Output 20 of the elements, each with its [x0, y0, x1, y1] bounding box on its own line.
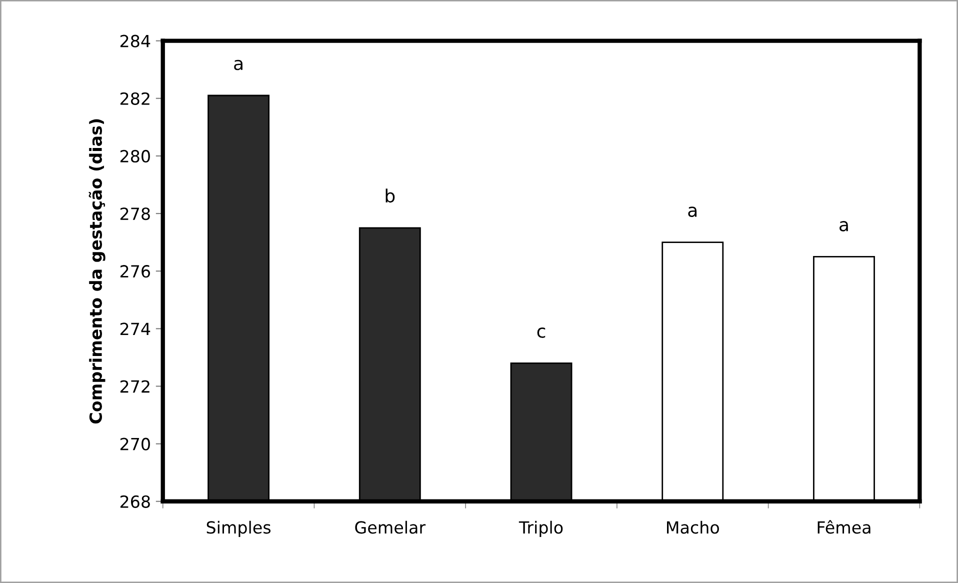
- annotation: b: [386, 188, 395, 203]
- x-tick-label: Gemelar: [355, 520, 426, 534]
- x-tick-label: Simples: [206, 520, 271, 537]
- y-tick-label: 276: [120, 265, 150, 278]
- y-tick-label: 270: [120, 438, 150, 450]
- y-tick-label: 272: [120, 380, 150, 393]
- y-tick-label: 284: [120, 34, 150, 48]
- y-tick-label: 274: [120, 322, 150, 335]
- annotation: a: [688, 206, 697, 217]
- annotation: a: [234, 60, 242, 70]
- x-tick-label: Macho: [667, 520, 719, 534]
- annotation: a: [840, 221, 848, 232]
- y-axis-title: Comprimento da gestação (dias): [88, 119, 106, 424]
- y-tick-label: 282: [120, 92, 150, 105]
- x-tick-label: Triplo: [518, 520, 563, 537]
- y-tick-label: 278: [120, 207, 150, 220]
- y-tick-label: 280: [120, 150, 150, 163]
- x-tick-label: Fêmea: [818, 520, 870, 534]
- annotation: c: [537, 328, 546, 338]
- y-tick-label: 268: [120, 495, 150, 508]
